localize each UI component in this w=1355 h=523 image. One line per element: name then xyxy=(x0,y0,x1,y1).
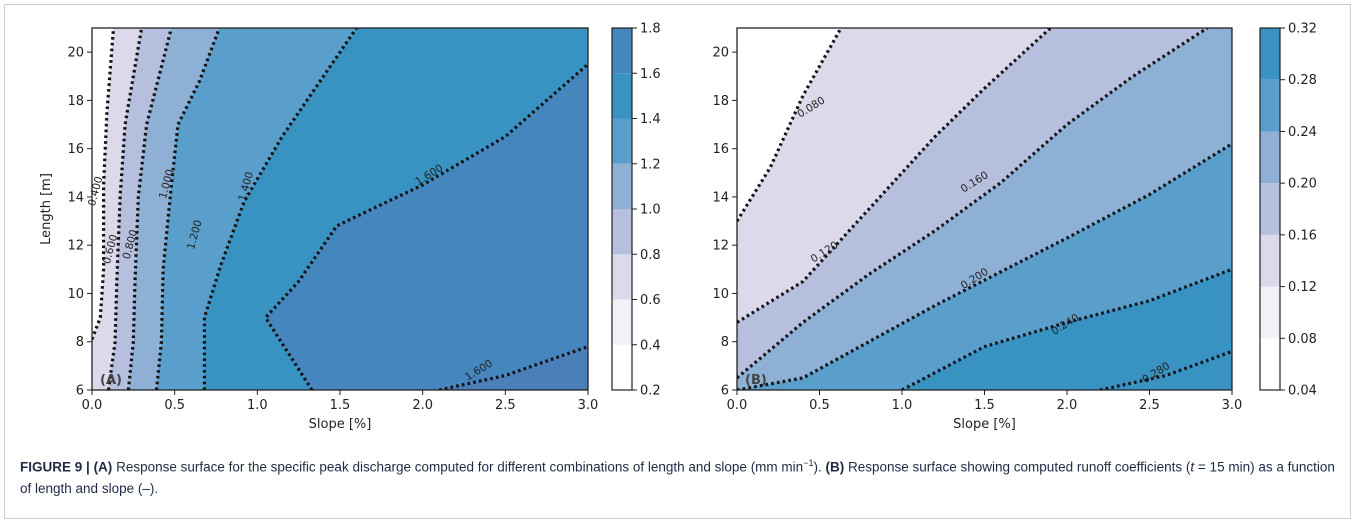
colorbar-band xyxy=(1260,28,1280,80)
y-tick-label: 20 xyxy=(712,46,729,61)
figure-caption: FIGURE 9 | (A) Response surface for the … xyxy=(20,453,1340,499)
contour-line-2 xyxy=(737,28,1209,380)
colorbar-band xyxy=(612,344,632,390)
y-tick-label: 18 xyxy=(712,94,729,109)
caption-b-tag: (B) xyxy=(825,459,845,475)
colorbar-band xyxy=(1260,338,1280,390)
x-tick-label: 3.0 xyxy=(1222,398,1243,413)
x-axis-label: Slope [%] xyxy=(309,417,372,432)
colorbar-band xyxy=(612,118,632,164)
y-tick-label: 12 xyxy=(67,239,84,254)
x-tick-label: 2.0 xyxy=(1057,398,1078,413)
colorbar-tick-label: 0.4 xyxy=(640,338,661,353)
y-tick-label: 14 xyxy=(712,190,729,205)
caption-b-t: t xyxy=(1190,459,1195,475)
y-tick-label: 6 xyxy=(721,384,729,399)
contour-line-3 xyxy=(154,28,221,390)
colorbar-tick-label: 1.4 xyxy=(640,112,661,127)
y-tick-label: 16 xyxy=(67,142,84,157)
x-axis-label: Slope [%] xyxy=(953,417,1016,432)
x-tick-label: 1.0 xyxy=(247,398,268,413)
colorbar-band xyxy=(612,163,632,209)
contour-band xyxy=(737,28,1051,323)
y-tick-label: 10 xyxy=(712,287,729,302)
colorbar-tick-label: 0.24 xyxy=(1288,125,1317,140)
colorbar-tick-label: 0.12 xyxy=(1288,280,1317,295)
colorbar-tick-label: 0.20 xyxy=(1288,177,1317,192)
y-tick-label: 10 xyxy=(67,287,84,302)
x-tick-label: 2.5 xyxy=(495,398,516,413)
colorbar-tick-label: 1.6 xyxy=(640,67,661,82)
y-tick-label: 20 xyxy=(67,46,84,61)
y-axis-label: Length [m] xyxy=(39,173,54,245)
contour-line-2 xyxy=(126,28,173,390)
caption-a-tail: ). xyxy=(813,459,826,475)
colorbar-band xyxy=(612,28,632,74)
colorbar-tick-label: 0.08 xyxy=(1288,332,1317,347)
caption-a-text: Response surface for the specific peak d… xyxy=(112,459,804,475)
y-tick-label: 12 xyxy=(712,239,729,254)
x-tick-label: 0.0 xyxy=(82,398,103,413)
x-tick-label: 1.5 xyxy=(330,398,351,413)
x-tick-label: 0.5 xyxy=(809,398,830,413)
colorbar-tick-label: 0.04 xyxy=(1288,384,1317,399)
caption-a-exponent: −1 xyxy=(803,458,814,468)
colorbar-tick-label: 0.6 xyxy=(640,293,661,308)
colorbar-tick-label: 1.2 xyxy=(640,157,661,172)
y-tick-label: 8 xyxy=(76,335,84,350)
caption-b-text2: = 15 min) as a function of length and sl… xyxy=(20,459,1335,496)
caption-a-tag: (A) xyxy=(93,459,113,475)
colorbar-band xyxy=(1260,286,1280,339)
panel-letter: (A) xyxy=(100,373,122,388)
y-tick-label: 8 xyxy=(721,335,729,350)
colorbar-band xyxy=(612,73,632,119)
caption-b-text: Response surface showing computed runoff… xyxy=(844,459,1191,475)
colorbar-band xyxy=(612,254,632,300)
x-tick-label: 0.5 xyxy=(164,398,185,413)
colorbar-tick-label: 0.8 xyxy=(640,248,661,263)
colorbar-tick-label: 0.16 xyxy=(1288,228,1317,243)
panel-letter: (B) xyxy=(745,373,767,388)
contour-fill-0 xyxy=(92,28,588,390)
x-tick-label: 2.0 xyxy=(412,398,433,413)
contour-fill-1 xyxy=(737,28,1232,390)
x-tick-label: 1.5 xyxy=(974,398,995,413)
y-tick-label: 6 xyxy=(76,384,84,399)
colorbar-band xyxy=(612,209,632,255)
colorbar-tick-label: 0.2 xyxy=(640,384,661,399)
x-tick-label: 3.0 xyxy=(578,398,599,413)
colorbar: 0.2 0.4 0.6 0.8 1.0 1.2 1.4 1.6 1.8 xyxy=(611,22,661,399)
colorbar-frame xyxy=(1259,27,1281,391)
colorbar-band xyxy=(612,299,632,345)
contour-band xyxy=(737,28,841,222)
colorbar-band xyxy=(1260,79,1280,132)
x-tick-label: 2.5 xyxy=(1139,398,1160,413)
colorbar-band xyxy=(1260,234,1280,287)
colorbar: 0.04 0.08 0.12 0.16 0.20 0.24 0.28 0.32 xyxy=(1259,22,1317,399)
y-tick-label: 14 xyxy=(67,190,84,205)
colorbar-band xyxy=(1260,183,1280,235)
colorbar-band xyxy=(1260,131,1280,184)
figure-number: FIGURE 9 | xyxy=(20,459,90,475)
colorbar-tick-label: 0.28 xyxy=(1288,73,1317,88)
x-tick-label: 1.0 xyxy=(892,398,913,413)
colorbar-tick-label: 1.0 xyxy=(640,203,661,218)
x-tick-label: 0.0 xyxy=(727,398,748,413)
contour-line-0 xyxy=(737,28,843,222)
contour-line-1 xyxy=(106,28,144,390)
y-tick-label: 18 xyxy=(67,94,84,109)
contour-line-1 xyxy=(737,28,1052,324)
contour-line-0 xyxy=(92,28,116,340)
figure-frame xyxy=(4,4,1351,519)
colorbar-tick-label: 1.8 xyxy=(640,22,661,37)
colorbar-tick-label: 0.32 xyxy=(1288,22,1317,37)
y-tick-label: 16 xyxy=(712,142,729,157)
